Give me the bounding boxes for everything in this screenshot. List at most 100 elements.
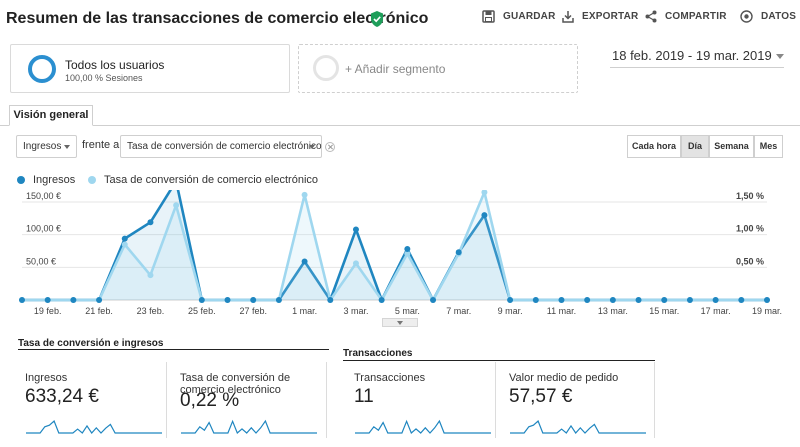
sparkline: [181, 419, 317, 434]
empty-segment-ring-icon: [313, 55, 339, 81]
data-point: [764, 297, 770, 303]
data-point: [44, 297, 51, 303]
y-right-tick-label: 1,50 %: [736, 191, 764, 201]
section-title-transactions: Transacciones: [343, 348, 413, 359]
verified-shield-icon: [371, 11, 383, 27]
granularity-week-button[interactable]: Semana: [709, 135, 754, 158]
data-point: [507, 297, 514, 303]
data-point: [404, 246, 411, 253]
x-tick-label: 15 mar.: [649, 306, 679, 316]
insights-label: DATOS: [761, 11, 797, 22]
metric2-select[interactable]: Tasa de conversión de comercio electróni…: [120, 135, 322, 158]
metric1-select[interactable]: Ingresos: [16, 135, 77, 158]
data-point: [19, 297, 25, 303]
chevron-down-icon: [309, 145, 315, 149]
y-left-tick-label: 150,00 €: [26, 191, 61, 201]
sparkline: [510, 419, 646, 434]
add-segment-label: + Añadir segmento: [345, 62, 446, 76]
data-point: [532, 297, 539, 303]
report-title: Resumen de las transacciones de comercio…: [6, 10, 429, 27]
metric-label: Valor medio de pedido: [509, 372, 619, 384]
data-point: [147, 219, 154, 226]
x-tick-label: 23 feb.: [137, 306, 165, 316]
metric-value: 57,57 €: [509, 386, 573, 407]
y-left-tick-label: 50,00 €: [26, 256, 56, 266]
data-point: [301, 258, 308, 265]
x-tick-label: 3 mar.: [343, 306, 368, 316]
segment-sessions: 100,00 % Sesiones: [65, 73, 143, 83]
versus-label: frente a: [82, 139, 120, 151]
report-header: Resumen de las transacciones de comercio…: [0, 0, 800, 38]
chevron-down-icon: [776, 54, 784, 59]
data-point: [481, 190, 488, 196]
segment-name: Todos los usuarios: [65, 58, 165, 72]
chevron-down-icon: [64, 145, 70, 149]
metric-card-transactions[interactable]: Transacciones 11: [354, 362, 496, 438]
tab-divider: [0, 125, 800, 126]
legend-item-revenue: Ingresos: [17, 174, 75, 186]
share-button[interactable]: COMPARTIR: [645, 10, 727, 23]
sparkline: [355, 419, 491, 434]
sparkline-path: [26, 419, 162, 434]
x-tick-label: 5 mar.: [395, 306, 420, 316]
save-label: GUARDAR: [503, 11, 556, 22]
data-point: [121, 241, 128, 248]
data-point: [661, 297, 668, 303]
data-point: [70, 297, 77, 303]
x-tick-label: 17 mar.: [701, 306, 731, 316]
granularity-month-button[interactable]: Mes: [754, 135, 783, 158]
chart-resize-handle[interactable]: [382, 318, 418, 327]
metric-label: Tasa de conversión de comercio electróni…: [180, 372, 291, 396]
section-rule: [18, 349, 329, 350]
date-range-label: 18 feb. 2019 - 19 mar. 2019: [612, 48, 772, 63]
series-line: [22, 190, 767, 302]
metric-value: 633,24 €: [25, 386, 99, 407]
share-icon: [645, 10, 657, 23]
data-point: [198, 297, 205, 303]
section-title-conversion-revenue: Tasa de conversión e ingresos: [18, 338, 164, 349]
x-tick-label: 19 feb.: [34, 306, 62, 316]
insights-button[interactable]: DATOS: [740, 10, 796, 23]
data-point: [352, 260, 359, 267]
legend-item-conversion: Tasa de conversión de comercio electróni…: [88, 174, 318, 186]
sparkline-path: [355, 419, 491, 434]
section-rule: [343, 360, 655, 361]
date-range-picker[interactable]: 18 feb. 2019 - 19 mar. 2019: [610, 48, 784, 68]
data-point: [147, 272, 154, 279]
clear-metric2-icon[interactable]: [325, 142, 335, 152]
metric-card-revenue[interactable]: Ingresos 633,24 €: [25, 362, 167, 438]
export-label: EXPORTAR: [582, 11, 639, 22]
data-point: [455, 249, 462, 256]
x-tick-label: 7 mar.: [446, 306, 471, 316]
data-point: [121, 235, 128, 242]
data-point: [558, 297, 565, 303]
metric-card-avg-order-value[interactable]: Valor medio de pedido 57,57 €: [509, 362, 655, 438]
data-point: [378, 297, 385, 303]
add-segment-button[interactable]: + Añadir segmento: [298, 44, 578, 93]
data-point: [584, 297, 591, 303]
x-tick-label: 11 mar.: [547, 306, 576, 316]
data-point: [352, 226, 359, 233]
x-tick-label: 19 mar.: [752, 306, 782, 316]
data-point: [404, 250, 411, 257]
granularity-hourly-button[interactable]: Cada hora: [627, 135, 681, 158]
x-tick-label: 1 mar.: [292, 306, 317, 316]
export-button[interactable]: EXPORTAR: [562, 10, 638, 23]
data-point: [327, 297, 334, 303]
metric-card-conversion-rate[interactable]: Tasa de conversión de comercio electróni…: [180, 362, 327, 438]
share-label: COMPARTIR: [665, 11, 727, 22]
data-point: [275, 297, 282, 303]
data-point: [430, 297, 437, 303]
x-tick-label: 27 feb.: [239, 306, 267, 316]
legend-dot-icon: [17, 176, 25, 184]
save-button[interactable]: GUARDAR: [482, 10, 556, 23]
metric1-value: Ingresos: [23, 141, 62, 152]
granularity-day-button[interactable]: Día: [681, 135, 709, 158]
data-point: [712, 297, 719, 303]
segment-all-users[interactable]: Todos los usuarios 100,00 % Sesiones: [10, 44, 290, 93]
x-tick-label: 9 mar.: [498, 306, 523, 316]
data-point: [635, 297, 642, 303]
tab-overview[interactable]: Visión general: [9, 105, 93, 126]
sparkline: [26, 419, 162, 434]
